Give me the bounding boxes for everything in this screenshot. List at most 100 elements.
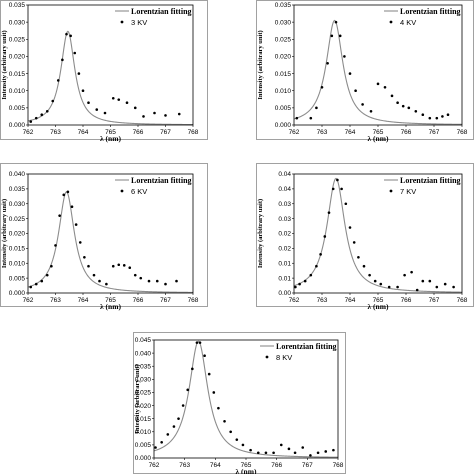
y-axis-title: Intensity (arbitrary unit) [257, 30, 264, 99]
x-tick-label: 765 [105, 297, 116, 304]
data-point [320, 85, 324, 89]
data-point [195, 341, 199, 344]
panel-frame [0, 0, 208, 140]
x-tick-label: 768 [188, 129, 199, 136]
data-point [61, 58, 64, 62]
data-point [87, 101, 90, 105]
x-tick-label: 765 [105, 129, 116, 136]
data-point [98, 279, 101, 283]
y-tick-label: 0.01 [278, 260, 291, 267]
data-point [122, 264, 126, 267]
legend-series-label: 8 KV [276, 353, 292, 362]
y-tick-label: 0.000 [135, 455, 152, 462]
data-point [95, 108, 99, 111]
data-point [344, 202, 348, 206]
data-point [207, 372, 211, 376]
data-point [164, 114, 167, 117]
data-point [352, 241, 356, 244]
data-point [105, 282, 108, 286]
data-point [45, 273, 49, 277]
x-tick-label: 767 [302, 462, 313, 469]
y-tick-label: 0.025 [9, 36, 26, 43]
data-point [212, 391, 216, 394]
x-tick-label: 764 [210, 462, 221, 469]
legend-point-swatch [265, 355, 269, 359]
y-tick-label: 0.000 [9, 290, 26, 297]
data-point [235, 438, 239, 441]
data-point [29, 285, 33, 289]
data-point [421, 113, 425, 117]
data-point [327, 211, 331, 214]
legend-point-swatch [120, 189, 124, 193]
x-tick-label: 765 [241, 462, 252, 469]
data-point [147, 279, 151, 283]
y-tick-label: 0.035 [9, 2, 26, 9]
x-axis-title: λ (nm) [100, 302, 121, 311]
data-point [443, 282, 447, 286]
y-tick-label: 0.01 [278, 275, 291, 282]
x-tick-label: 768 [457, 297, 468, 304]
data-point [264, 451, 268, 455]
data-point [29, 120, 33, 123]
data-point [315, 264, 318, 268]
y-tick-label: 0.015 [9, 246, 26, 253]
y-tick-label: 0.005 [9, 275, 26, 282]
legend-series-label: 7 KV [400, 187, 416, 196]
data-point [354, 89, 357, 93]
x-tick-label: 762 [23, 129, 34, 136]
data-point [340, 187, 343, 191]
data-point [34, 116, 38, 120]
legend-series-label: 6 KV [131, 187, 147, 196]
data-point [155, 279, 159, 283]
x-tick-label: 767 [160, 129, 171, 136]
data-point [336, 178, 339, 182]
x-tick-label: 766 [401, 129, 412, 136]
data-point [69, 34, 72, 38]
data-point [362, 264, 366, 268]
x-tick-label: 765 [373, 297, 384, 304]
legend-point-swatch [389, 189, 393, 193]
data-point [326, 61, 329, 65]
y-tick-label: 0.02 [278, 231, 291, 238]
y-tick-label: 0.03 [278, 201, 291, 208]
x-tick-label: 764 [78, 297, 89, 304]
data-point [410, 270, 413, 274]
y-tick-label: 0.015 [9, 71, 26, 78]
lorentzian-fit-line [27, 191, 194, 293]
panel-frame [256, 163, 474, 307]
data-point [309, 273, 313, 277]
y-tick-label: 0.00 [278, 290, 291, 297]
data-point [177, 417, 180, 420]
data-point [172, 425, 176, 428]
data-point [421, 279, 425, 283]
data-point [348, 226, 352, 229]
data-point [217, 406, 220, 410]
lorentzian-fit-line [293, 177, 463, 293]
data-point [428, 116, 432, 120]
x-tick-label: 762 [23, 297, 34, 304]
y-tick-label: 0.04 [278, 186, 291, 193]
data-point [139, 276, 143, 280]
data-point [435, 285, 439, 289]
y-tick-label: 0.030 [135, 377, 152, 384]
data-point [357, 255, 360, 259]
data-point [348, 72, 352, 75]
data-point [331, 187, 335, 191]
y-axis-title: Intensity (arbitrary unit) [1, 199, 8, 268]
x-axis-title: λ (nm) [368, 302, 389, 311]
y-tick-label: 0.020 [9, 54, 26, 61]
data-point [452, 285, 455, 289]
data-point [125, 101, 129, 105]
y-tick-label: 0.030 [275, 19, 292, 26]
x-tick-label: 762 [289, 297, 300, 304]
y-tick-label: 0.015 [275, 71, 292, 78]
data-point [87, 264, 90, 268]
x-tick-label: 762 [289, 129, 300, 136]
x-tick-label: 768 [333, 462, 344, 469]
x-tick-label: 763 [317, 129, 328, 136]
x-tick-label: 764 [345, 129, 356, 136]
data-point [177, 112, 181, 116]
y-tick-label: 0.03 [278, 216, 291, 223]
chart-panel-4: 762 763 764 765 766 767 768 0.00 0.01 0.01 0.02 0.0… [256, 163, 474, 311]
panel-frame [133, 332, 346, 474]
